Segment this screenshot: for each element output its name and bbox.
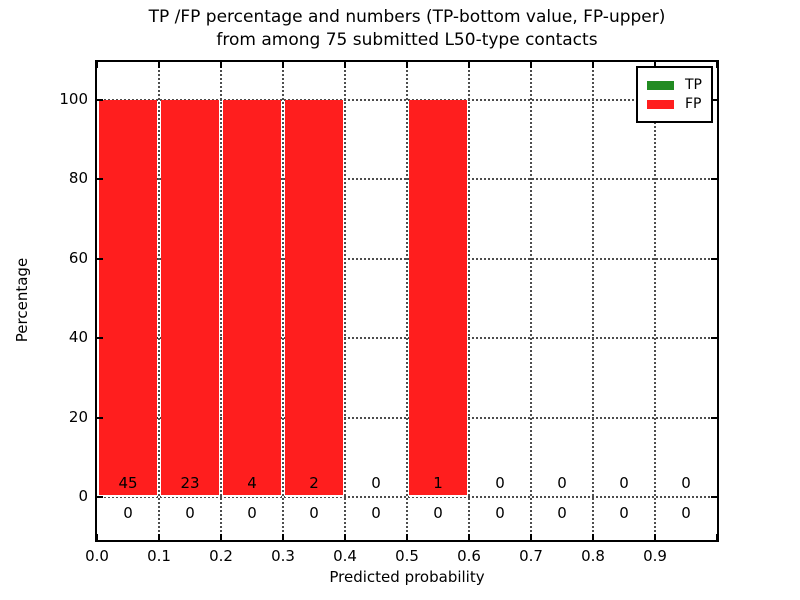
axis-tick-x-top	[468, 62, 470, 68]
axis-tick-x-bottom	[406, 534, 408, 540]
plot-area: TP FP 45 0 23 0 4 0 2 0 0 0 1 0 0 0 0 0 0 0 0 0	[95, 60, 719, 542]
axis-tick-x-bottom	[344, 534, 346, 540]
axis-tick-x-bottom	[282, 534, 284, 540]
y-tick-label: 100	[59, 90, 88, 108]
axis-tick-y-right	[711, 496, 717, 498]
fp-count-label: 23	[180, 474, 200, 492]
axis-tick-x-top	[530, 62, 532, 68]
fp-count-label: 4	[247, 474, 257, 492]
axis-tick-y-left	[97, 99, 103, 101]
x-tick-label: 0.3	[271, 547, 295, 565]
x-tick-label: 0.5	[395, 547, 419, 565]
x-tick-label: 0.7	[519, 547, 543, 565]
axis-tick-y-left	[97, 417, 103, 419]
legend-entry-fp: FP	[647, 96, 702, 112]
legend-entry-tp: TP	[647, 77, 702, 93]
fp-count-label: 0	[681, 474, 691, 492]
grid-line-vertical	[344, 62, 346, 540]
fp-count-label: 0	[495, 474, 505, 492]
grid-line-vertical	[406, 62, 408, 540]
axis-tick-y-left	[97, 337, 103, 339]
x-tick-labels: 0.0 0.1 0.2 0.3 0.4 0.5 0.6 0.7 0.8 0.9	[85, 546, 721, 568]
axis-tick-x-top	[716, 62, 718, 68]
grid-line-vertical	[282, 62, 284, 540]
bar-fp	[161, 100, 219, 497]
tp-count-label: 0	[247, 504, 257, 522]
axis-tick-y-left	[97, 258, 103, 260]
axis-tick-x-top	[96, 62, 98, 68]
fp-count-label: 0	[619, 474, 629, 492]
axis-tick-x-top	[344, 62, 346, 68]
axis-tick-y-left	[97, 496, 103, 498]
legend-swatch-fp	[647, 99, 674, 109]
y-tick-label: 60	[68, 249, 88, 267]
y-tick-labels: 0 20 40 60 80 100	[0, 0, 90, 600]
axis-tick-x-bottom	[468, 534, 470, 540]
grid-line-vertical	[654, 62, 656, 540]
axis-tick-x-top	[158, 62, 160, 68]
tp-count-label: 0	[557, 504, 567, 522]
chart-title-line1: TP /FP percentage and numbers (TP-bottom…	[148, 7, 666, 27]
axis-tick-y-left	[97, 178, 103, 180]
grid-line-vertical	[592, 62, 594, 540]
axis-tick-x-bottom	[592, 534, 594, 540]
legend: TP FP	[636, 66, 713, 123]
tp-count-label: 0	[433, 504, 443, 522]
axis-tick-y-right	[711, 99, 717, 101]
bar-fp	[223, 100, 281, 497]
x-tick-label: 0.4	[333, 547, 357, 565]
grid-line-vertical	[468, 62, 470, 540]
y-tick-label: 80	[68, 169, 88, 187]
axis-tick-x-bottom	[716, 534, 718, 540]
axis-tick-x-top	[282, 62, 284, 68]
axis-tick-x-bottom	[654, 534, 656, 540]
axis-tick-y-right	[711, 258, 717, 260]
grid-line-vertical	[158, 62, 160, 540]
legend-swatch-tp	[647, 80, 674, 90]
x-tick-label: 0.9	[643, 547, 667, 565]
axis-tick-x-bottom	[96, 534, 98, 540]
axis-tick-x-bottom	[530, 534, 532, 540]
fp-count-label: 2	[309, 474, 319, 492]
legend-label: TP	[685, 77, 702, 93]
axis-tick-x-top	[592, 62, 594, 68]
bar-fp	[285, 100, 343, 497]
x-axis-label: Predicted probability	[329, 568, 485, 586]
tp-count-label: 0	[123, 504, 133, 522]
x-tick-label: 0.2	[209, 547, 233, 565]
grid-line-vertical	[220, 62, 222, 540]
fp-count-label: 1	[433, 474, 443, 492]
axis-tick-x-bottom	[220, 534, 222, 540]
bar-fp	[99, 100, 157, 497]
fp-count-label: 45	[118, 474, 138, 492]
axis-tick-x-top	[406, 62, 408, 68]
axis-tick-x-top	[220, 62, 222, 68]
axis-tick-x-bottom	[158, 534, 160, 540]
x-tick-label: 0.6	[457, 547, 481, 565]
axis-tick-y-right	[711, 417, 717, 419]
axis-tick-y-right	[711, 178, 717, 180]
bar-fp	[409, 100, 467, 497]
y-tick-label: 40	[68, 328, 88, 346]
axis-tick-y-right	[711, 337, 717, 339]
x-tick-label: 0.0	[85, 547, 109, 565]
grid-line-vertical	[530, 62, 532, 540]
tp-count-label: 0	[309, 504, 319, 522]
x-tick-label: 0.1	[147, 547, 171, 565]
axis-tick-x-top	[654, 62, 656, 68]
tp-count-label: 0	[681, 504, 691, 522]
tp-count-label: 0	[495, 504, 505, 522]
y-tick-label: 20	[68, 408, 88, 426]
y-tick-label: 0	[78, 487, 88, 505]
fp-count-label: 0	[371, 474, 381, 492]
legend-label: FP	[685, 96, 702, 112]
tp-count-label: 0	[619, 504, 629, 522]
x-tick-label: 0.8	[581, 547, 605, 565]
chart-title-line2: from among 75 submitted L50-type contact…	[216, 30, 598, 50]
tp-count-label: 0	[371, 504, 381, 522]
tp-count-label: 0	[185, 504, 195, 522]
fp-count-label: 0	[557, 474, 567, 492]
chart-title: TP /FP percentage and numbers (TP-bottom…	[95, 6, 719, 52]
